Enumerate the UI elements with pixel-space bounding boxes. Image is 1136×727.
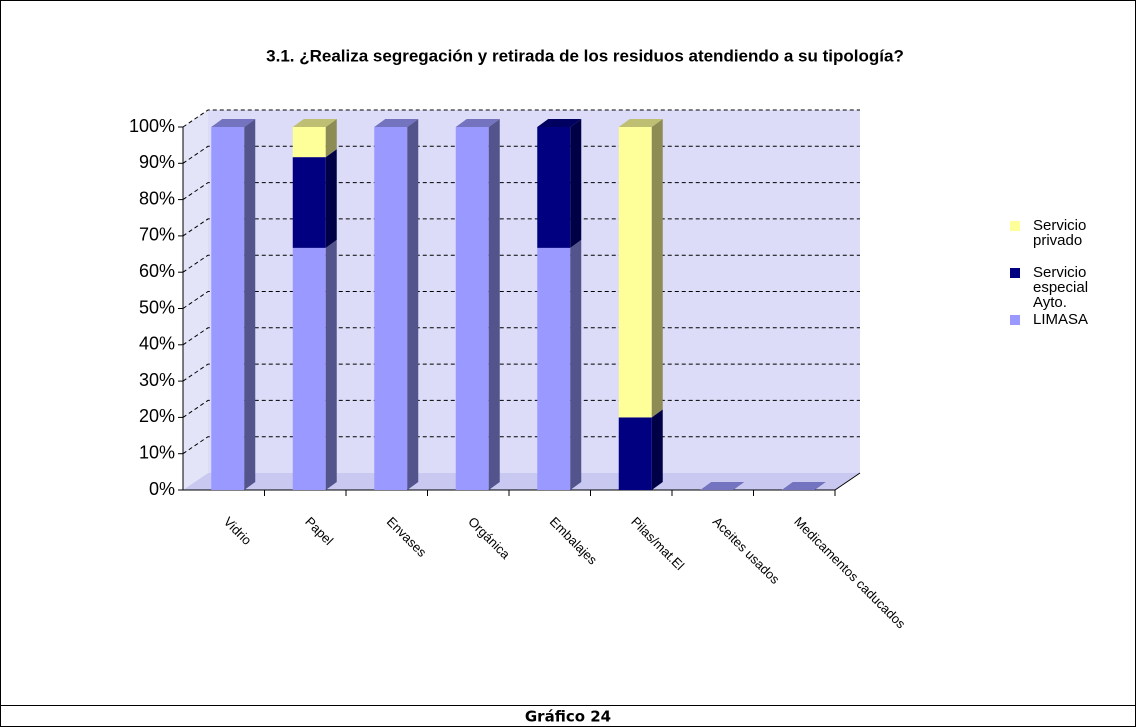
y-tick-label: 90% xyxy=(139,152,175,172)
bar-segment xyxy=(700,482,745,490)
y-tick-label: 100% xyxy=(129,116,175,136)
y-tick-label: 40% xyxy=(139,334,175,354)
bar-segment xyxy=(292,239,337,490)
bar-segment xyxy=(455,119,500,490)
bar-side xyxy=(325,239,337,490)
bar-top xyxy=(455,119,500,127)
bar-segment xyxy=(618,409,663,490)
back-wall xyxy=(208,110,860,473)
bar-segment xyxy=(618,119,663,418)
floor-edge xyxy=(834,472,861,491)
bar-segment xyxy=(537,239,582,490)
legend-label: Servicio privado xyxy=(1033,217,1087,249)
bar-front xyxy=(455,127,489,490)
bar-top xyxy=(374,119,419,127)
bar-front xyxy=(292,157,326,248)
bar-side xyxy=(488,119,500,490)
y-tick-label: 20% xyxy=(139,406,175,426)
bar-segment xyxy=(211,119,256,490)
bar-side xyxy=(651,409,663,490)
bar-front xyxy=(618,127,652,418)
bar-top xyxy=(700,482,745,490)
grid-line xyxy=(182,109,860,128)
chart-title: 3.1. ¿Realiza segregación y retirada de … xyxy=(266,46,904,65)
bar-segment xyxy=(781,482,826,490)
bar-side xyxy=(325,149,337,248)
bar-top xyxy=(211,119,256,127)
bar-front xyxy=(292,127,326,158)
bar-side xyxy=(325,119,337,158)
y-tick-label: 10% xyxy=(139,442,175,462)
y-tick-label: 60% xyxy=(139,261,175,281)
bar-top xyxy=(618,119,663,127)
y-tick-label: 70% xyxy=(139,225,175,245)
y-tick-label: 0% xyxy=(149,479,175,499)
bar-side xyxy=(570,239,582,490)
bar-segment xyxy=(374,119,419,490)
legend-label: LIMASA xyxy=(1033,311,1089,328)
bar-side xyxy=(407,119,419,490)
legend-swatch xyxy=(1010,268,1020,278)
bar-front xyxy=(537,247,571,490)
bar-side xyxy=(651,119,663,418)
legend-label: Servicio especial Ayto. xyxy=(1033,264,1089,311)
bar-front xyxy=(374,127,408,490)
bar-top xyxy=(292,119,337,127)
bar-front xyxy=(618,417,652,490)
bar-segment xyxy=(537,119,582,248)
bar-top xyxy=(781,482,826,490)
legend-swatch xyxy=(1010,221,1020,231)
bar-segment xyxy=(292,149,337,248)
caption: Gráfico 24 xyxy=(525,708,611,726)
bar-segment xyxy=(292,119,337,158)
y-tick-label: 80% xyxy=(139,188,175,208)
bar-side xyxy=(244,119,256,490)
bar-side xyxy=(570,119,582,248)
bar-front xyxy=(537,127,571,248)
legend-swatch xyxy=(1010,315,1020,325)
bar-top xyxy=(537,119,582,127)
bar-front xyxy=(292,247,326,490)
y-tick-label: 30% xyxy=(139,370,175,390)
bar-front xyxy=(211,127,245,490)
y-tick-label: 50% xyxy=(139,297,175,317)
floor xyxy=(183,473,860,490)
